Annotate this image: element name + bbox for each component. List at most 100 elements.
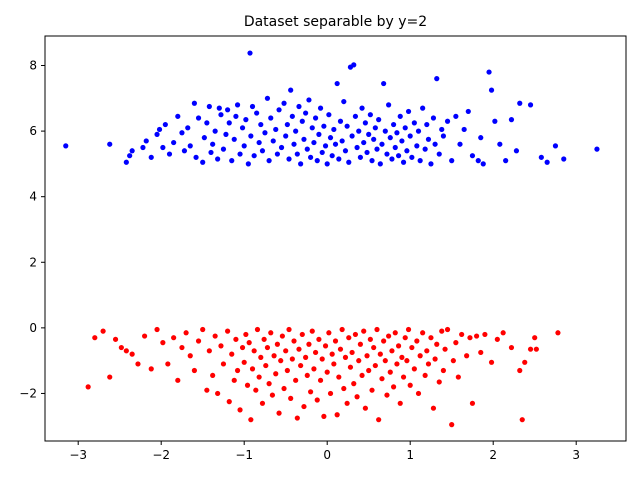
series-1-point-64 [286,326,292,333]
series-0-point-9 [156,126,163,133]
series-1-point-119 [377,351,383,357]
series-1-point-20 [195,338,202,344]
series-1-point-168 [494,336,500,342]
y-tick-label-2: 2 [29,255,37,269]
series-1-point-92 [332,338,339,344]
series-0-point-2 [123,159,129,165]
series-0-point-22 [200,159,206,165]
series-1-point-60 [279,333,285,339]
series-1-point-41 [248,417,254,423]
series-0-point-165 [486,69,492,75]
series-1-point-121 [381,338,387,344]
series-1-point-155 [444,326,451,333]
series-1-point-8 [135,361,141,367]
series-0-point-14 [175,113,181,119]
series-1-point-1 [92,335,98,341]
series-1-point-108 [359,372,365,379]
series-1-point-170 [508,344,515,351]
series-0-point-55 [266,158,272,164]
series-1-point-9 [142,333,148,339]
series-0-point-41 [239,125,246,131]
series-1-point-122 [382,358,388,364]
series-0-point-125 [386,102,392,108]
series-0-point-15 [179,130,185,136]
series-0-point-138 [407,133,413,139]
series-0-point-118 [374,146,380,152]
series-1-point-34 [234,367,241,374]
series-0-point-105 [352,113,359,119]
series-1-point-39 [244,382,251,388]
series-1-point-47 [258,354,264,360]
series-1-point-32 [231,377,237,383]
series-1-point-100 [346,335,352,341]
series-1-point-152 [439,328,445,334]
series-1-point-44 [253,387,259,393]
series-0-point-144 [420,105,426,111]
series-1-point-85 [321,413,327,419]
series-1-point-36 [239,344,246,351]
series-1-point-149 [432,356,438,362]
series-1-point-167 [488,359,495,365]
series-0-point-116 [371,136,377,142]
series-1-point-113 [367,336,373,342]
series-0-point-123 [382,128,388,134]
series-1-point-3 [107,374,113,380]
series-1-point-68 [293,377,299,383]
series-1-point-78 [309,328,315,334]
series-0-point-88 [324,161,330,167]
series-0-point-94 [334,80,340,87]
series-1-point-31 [229,351,235,357]
series-1-point-176 [533,346,539,352]
series-0-point-86 [321,123,327,129]
series-1-point-46 [256,374,262,380]
series-0-point-106 [354,144,360,151]
series-1-point-15 [175,377,181,383]
series-0-point-83 [316,131,322,137]
series-1-point-169 [500,330,506,336]
series-1-point-171 [517,367,523,374]
series-0-point-24 [204,120,210,126]
series-0-point-40 [237,151,243,157]
series-0-point-29 [215,156,221,162]
series-0-point-8 [154,131,160,137]
series-1-point-145 [424,348,430,354]
series-0-point-163 [478,135,484,141]
series-0-point-109 [359,105,365,111]
series-1-point-29 [225,328,231,334]
series-1-point-107 [357,341,363,347]
series-0-point-49 [254,110,260,116]
series-1-point-94 [336,374,342,380]
series-0-point-120 [377,161,383,167]
series-0-point-87 [322,143,329,149]
series-1-point-136 [405,326,412,333]
series-1-point-72 [299,331,305,338]
series-1-point-4 [112,336,119,342]
series-0-point-119 [376,117,382,123]
series-0-point-158 [457,141,463,147]
series-1-point-13 [165,361,171,367]
series-0-point-151 [434,76,440,82]
series-0-point-23 [201,135,207,141]
series-1-point-159 [455,374,461,380]
series-0-point-19 [191,100,197,106]
series-0-point-133 [399,138,405,144]
series-0-point-43 [243,117,249,123]
series-1-point-112 [366,367,372,374]
series-0-point-142 [415,128,422,134]
x-tick-label-4: 1 [406,448,414,462]
y-tick-label-3: 4 [29,190,37,204]
series-0-point-129 [392,144,398,151]
series-1-point-128 [392,330,398,336]
series-0-point-70 [294,151,300,157]
series-1-point-7 [129,351,135,357]
series-1-point-103 [351,381,357,387]
series-1-point-40 [246,340,252,346]
series-1-point-54 [269,392,276,398]
series-0-point-71 [296,103,302,110]
series-1-point-82 [316,336,322,342]
series-1-point-154 [442,346,448,352]
series-0-point-172 [517,100,523,106]
series-1-point-115 [371,344,377,351]
series-1-point-79 [311,366,317,372]
